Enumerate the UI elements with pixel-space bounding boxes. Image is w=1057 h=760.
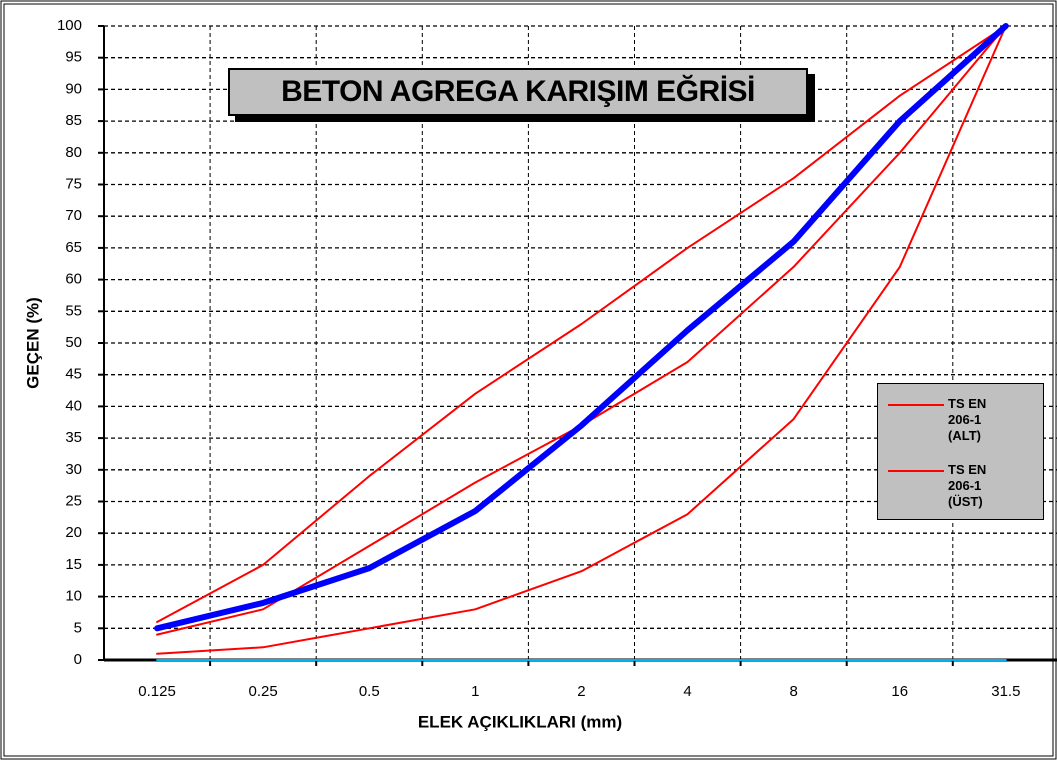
y-axis-label: GEÇEN (%) xyxy=(23,297,42,389)
y-tick-label: 55 xyxy=(65,302,82,319)
y-tick-label: 85 xyxy=(65,112,82,129)
y-tick-label: 80 xyxy=(65,144,82,161)
x-tick-label: 1 xyxy=(471,683,479,700)
chart-title: BETON AGREGA KARIŞIM EĞRİSİ xyxy=(228,68,808,116)
y-tick-label: 100 xyxy=(57,17,82,34)
y-tick-label: 50 xyxy=(65,334,82,351)
x-tick-label: 0.5 xyxy=(359,683,380,700)
legend-swatch xyxy=(888,470,944,472)
y-tick-label: 90 xyxy=(65,80,82,97)
y-tick-label: 70 xyxy=(65,207,82,224)
legend-swatch xyxy=(888,404,944,406)
x-tick-label: 0.125 xyxy=(138,683,176,700)
y-tick-label: 10 xyxy=(65,588,82,605)
y-tick-label: 95 xyxy=(65,49,82,66)
y-tick-label: 0 xyxy=(74,651,82,668)
legend-item: TS EN 206-1 (ALT) xyxy=(884,390,1039,450)
y-tick-label: 20 xyxy=(65,524,82,541)
y-tick-label: 40 xyxy=(65,397,82,414)
series-line xyxy=(154,23,1009,632)
legend-label: TS EN 206-1 (ALT) xyxy=(948,396,987,443)
legend-label: TS EN 206-1 (ÜST) xyxy=(948,462,987,509)
legend: TS EN 206-1 (ALT) TS EN 206-1 (ÜST) xyxy=(877,383,1044,520)
x-tick-label: 8 xyxy=(789,683,797,700)
y-tick-label: 30 xyxy=(65,461,82,478)
inner-border xyxy=(3,3,1054,757)
y-tick-label: 35 xyxy=(65,429,82,446)
y-tick-label: 65 xyxy=(65,239,82,256)
series-line xyxy=(156,25,1007,636)
y-tick-label: 45 xyxy=(65,366,82,383)
y-tick-label: 25 xyxy=(65,492,82,509)
x-tick-label: 4 xyxy=(683,683,691,700)
series-line xyxy=(156,25,1007,655)
y-tick-label: 75 xyxy=(65,175,82,192)
y-tick-label: 15 xyxy=(65,556,82,573)
legend-item: TS EN 206-1 (ÜST) xyxy=(884,456,1039,516)
x-tick-label: 16 xyxy=(891,683,908,700)
series-line xyxy=(156,25,1007,623)
x-tick-label: 0.25 xyxy=(249,683,278,700)
y-tick-label: 60 xyxy=(65,271,82,288)
x-tick-label: 31.5 xyxy=(991,683,1020,700)
x-axis-label: ELEK AÇIKLIKLARI (mm) xyxy=(418,712,622,731)
x-tick-label: 2 xyxy=(577,683,585,700)
y-tick-label: 5 xyxy=(74,619,82,636)
